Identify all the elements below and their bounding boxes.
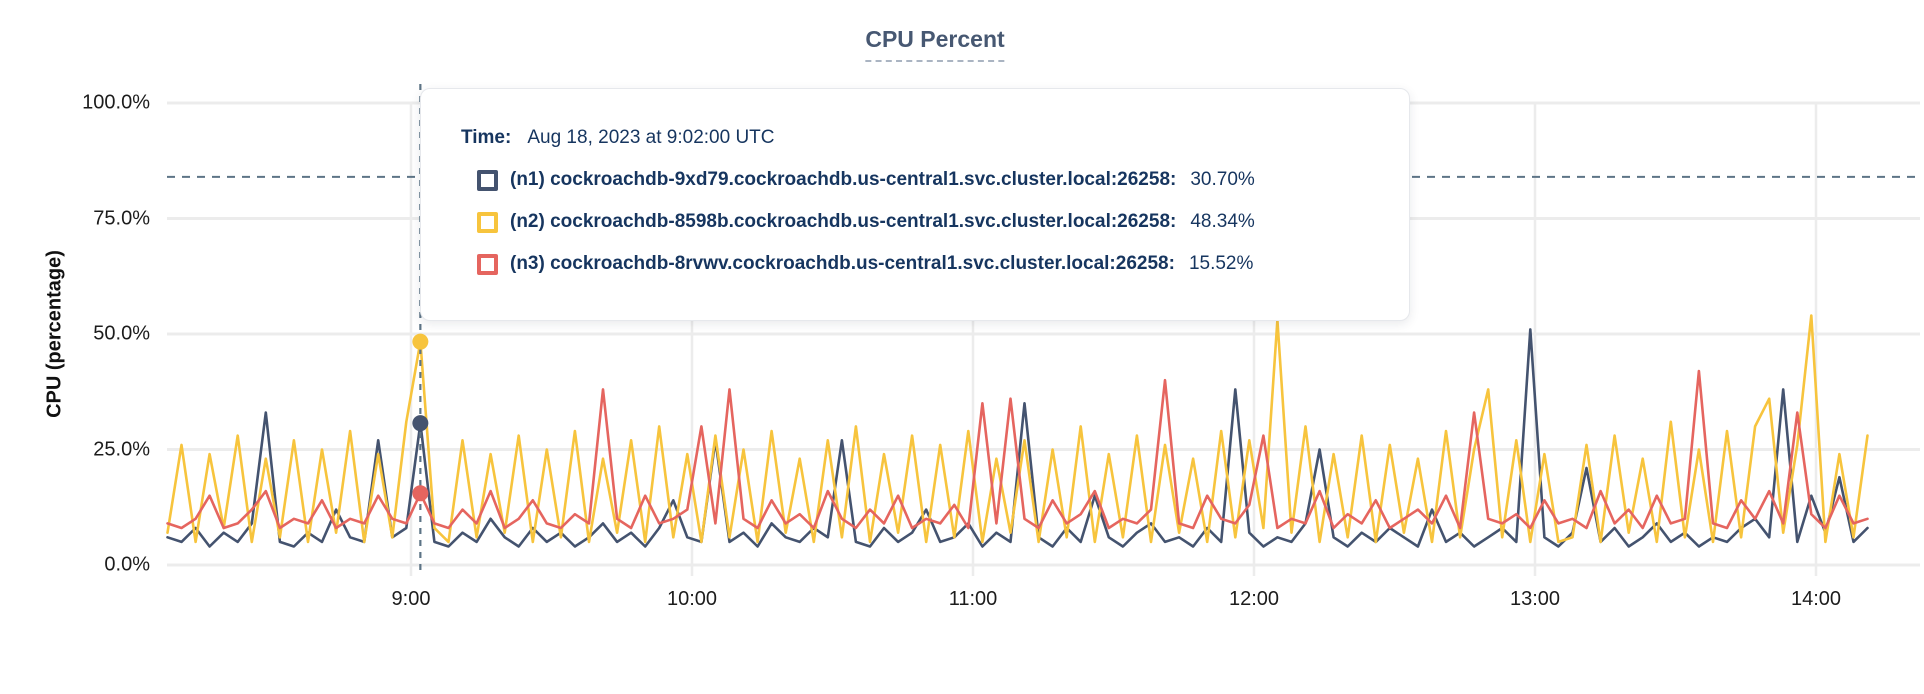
- tooltip-series-row: (n1) cockroachdb-9xd79.cockroachdb.us-ce…: [477, 169, 1379, 191]
- tooltip-time-value: Aug 18, 2023 at 9:02:00 UTC: [527, 127, 775, 148]
- series-line-n3[interactable]: [166, 369, 1869, 530]
- series-n1-swatch-icon: [477, 169, 498, 191]
- y-tick-label: 75.0%: [93, 207, 150, 229]
- series-n3-value: 15.52%: [1188, 253, 1254, 274]
- y-tick-label: 50.0%: [93, 322, 150, 345]
- tooltip-time-label: Time:: [461, 127, 512, 148]
- x-tick-label: 9:00: [391, 588, 431, 610]
- series-n1-label: (n1) cockroachdb-9xd79.cockroachdb.us-ce…: [510, 169, 1177, 190]
- x-tick-label: 13:00: [1509, 588, 1561, 610]
- x-tick-label: 14:00: [1790, 588, 1842, 610]
- x-tick-label: 10:00: [666, 588, 718, 610]
- y-tick-label: 0.0%: [104, 553, 150, 576]
- x-tick-label: 12:00: [1228, 588, 1280, 610]
- y-axis-title: CPU (percentage): [43, 250, 66, 418]
- tooltip-series-row: (n2) cockroachdb-8598b.cockroachdb.us-ce…: [477, 211, 1379, 233]
- chart-tooltip: Time: Aug 18, 2023 at 9:02:00 UTC (n1) c…: [420, 88, 1410, 321]
- chart-title: CPU Percent: [865, 26, 1005, 62]
- series-n2-swatch-icon: [477, 211, 498, 233]
- series-n1-value: 30.70%: [1190, 169, 1255, 190]
- highlight-dot-n3: [412, 485, 429, 502]
- tooltip-time-row: Time: Aug 18, 2023 at 9:02:00 UTC: [461, 127, 1379, 149]
- tooltip-series-row: (n3) cockroachdb-8rvwv.cockroachdb.us-ce…: [477, 253, 1379, 275]
- highlight-dot-n1: [412, 415, 429, 432]
- x-tick-label: 11:00: [948, 588, 998, 610]
- y-tick-label: 25.0%: [93, 438, 150, 460]
- series-n2-label: (n2) cockroachdb-8598b.cockroachdb.us-ce…: [510, 211, 1177, 232]
- y-tick-label: 100.0%: [82, 91, 150, 114]
- series-n3-label: (n3) cockroachdb-8rvwv.cockroachdb.us-ce…: [510, 253, 1175, 274]
- series-n3-swatch-icon: [477, 253, 498, 275]
- highlight-dot-n2: [412, 333, 429, 350]
- series-n2-value: 48.34%: [1190, 211, 1255, 232]
- series-line-n1[interactable]: [166, 328, 1869, 548]
